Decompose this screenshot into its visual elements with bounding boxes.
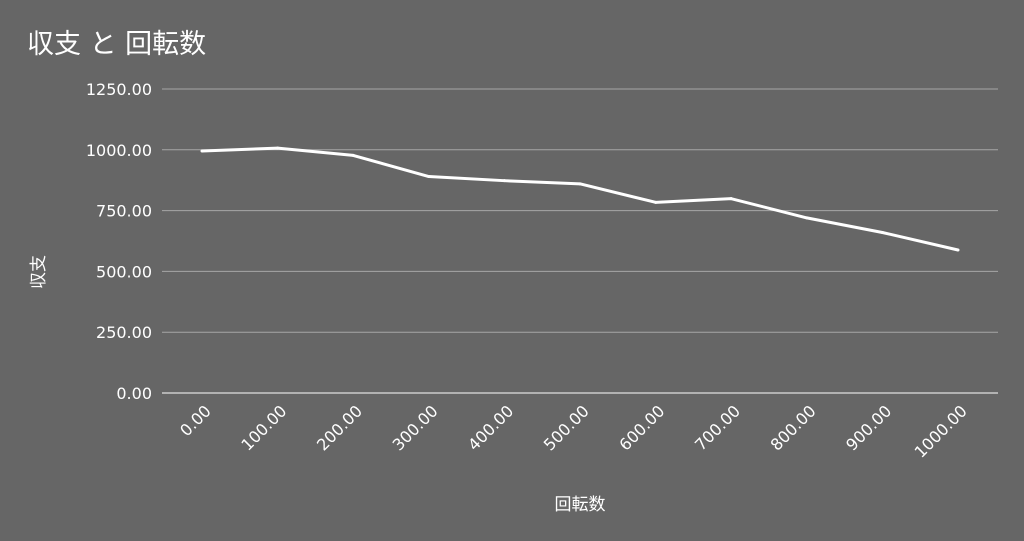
x-tick-label: 500.00 (540, 401, 593, 454)
y-tick-label: 750.00 (96, 202, 152, 221)
data-point (200, 149, 204, 153)
x-tick-label: 600.00 (615, 401, 668, 454)
x-tick-label: 100.00 (237, 401, 290, 454)
data-point (276, 146, 280, 150)
chart-title: 収支 と 回転数 (27, 29, 207, 60)
x-tick-label: 200.00 (313, 401, 366, 454)
x-tick-label: 700.00 (691, 401, 744, 454)
series-line (201, 146, 959, 252)
y-tick-label: 1250.00 (86, 80, 152, 99)
x-tick-label: 1000.00 (911, 401, 971, 461)
y-tick-label: 250.00 (96, 323, 152, 342)
data-point (654, 200, 658, 204)
data-point (351, 153, 355, 157)
data-point (729, 197, 733, 201)
x-tick-label: 800.00 (767, 401, 820, 454)
y-tick-label: 500.00 (96, 262, 152, 281)
data-point (956, 248, 960, 252)
x-tick-label: 0.00 (176, 401, 215, 440)
x-tick-label: 300.00 (389, 401, 442, 454)
y-axis-label: 収支 (29, 255, 49, 289)
x-axis-label: 回転数 (555, 495, 606, 515)
data-point (805, 216, 809, 220)
x-tick-label: 900.00 (842, 401, 895, 454)
data-point (502, 179, 506, 183)
x-tick-label: 400.00 (464, 401, 517, 454)
y-tick-label: 1000.00 (86, 141, 152, 160)
data-point (578, 182, 582, 186)
data-point (880, 230, 884, 234)
y-tick-label: 0.00 (116, 384, 152, 403)
data-point (427, 175, 431, 179)
